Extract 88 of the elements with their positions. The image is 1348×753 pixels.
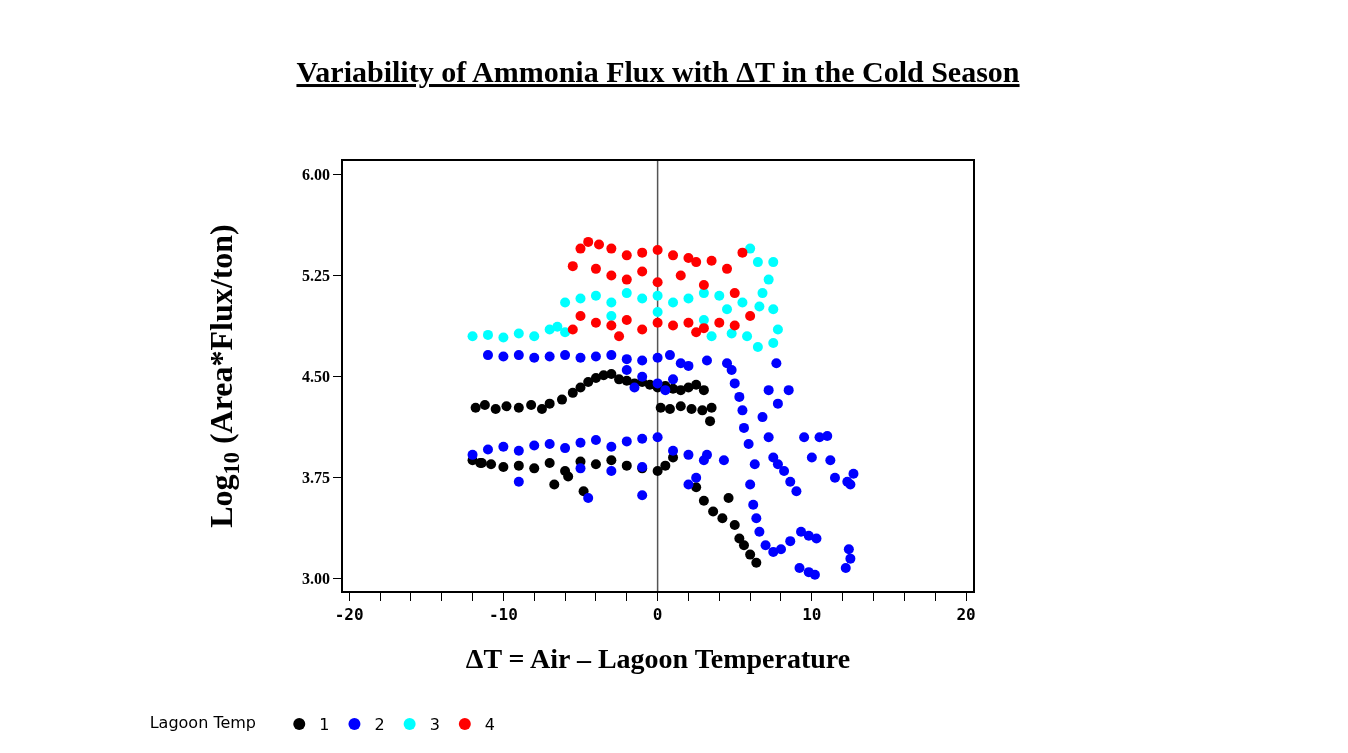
point: [590, 317, 601, 328]
y-tick-label: 3.75: [302, 469, 331, 487]
point: [467, 331, 478, 342]
point: [594, 239, 605, 250]
point: [637, 324, 648, 335]
point: [768, 337, 779, 348]
point: [583, 236, 594, 247]
point: [606, 311, 617, 322]
point: [652, 290, 663, 301]
point: [757, 288, 768, 299]
point: [737, 297, 748, 308]
point: [668, 250, 679, 261]
point: [714, 317, 725, 328]
point: [691, 257, 702, 268]
y-tick-label: 6.00: [302, 166, 331, 184]
x-tick-label: 10: [802, 604, 822, 624]
legend-title: Lagoon Temp: [149, 712, 272, 732]
point: [683, 317, 694, 328]
y-tick-label: 4.50: [302, 368, 331, 386]
legend-label: 4: [484, 715, 496, 735]
point: [745, 311, 756, 322]
x-tick-label: -20: [334, 604, 364, 624]
point: [706, 255, 717, 266]
point: [772, 324, 783, 335]
x-tick-label: 20: [956, 604, 976, 624]
point: [745, 243, 756, 254]
point: [560, 327, 571, 338]
point: [683, 253, 694, 264]
point: [722, 263, 733, 274]
x-axis-title: ΔT = Air – Lagoon Temperature: [465, 642, 851, 674]
point: [683, 293, 694, 304]
point: [742, 331, 753, 342]
x-tick-label: -10: [488, 604, 518, 624]
point: [590, 263, 601, 274]
point: [698, 323, 709, 334]
point: [768, 304, 779, 315]
point: [614, 331, 625, 342]
point: [621, 250, 632, 261]
point: [567, 324, 578, 335]
point: [575, 293, 586, 304]
point: [560, 297, 571, 308]
point: [737, 247, 748, 258]
legend-label: 3: [429, 715, 440, 735]
point: [726, 328, 737, 339]
point: [606, 243, 617, 254]
point: [668, 320, 679, 331]
point: [621, 288, 632, 299]
legend-label: 2: [374, 715, 385, 735]
point: [722, 304, 733, 315]
point: [575, 311, 586, 322]
point: [567, 261, 578, 272]
chart-title: Variability of Ammonia Flux with ΔT in the Cold Season: [296, 55, 1020, 89]
point: [621, 274, 632, 285]
point: [752, 257, 763, 268]
point: [675, 270, 686, 281]
point: [637, 247, 648, 258]
y-tick-label: 5.25: [302, 267, 331, 285]
point: [552, 321, 563, 332]
point: [668, 297, 679, 308]
point: [513, 328, 524, 339]
point: [652, 244, 663, 255]
point: [606, 270, 617, 281]
point: [768, 257, 779, 268]
legend-label: 1: [319, 715, 330, 735]
point: [754, 301, 765, 312]
point: [482, 329, 493, 340]
point: [763, 274, 774, 285]
y-tick-label: 3.00: [302, 570, 331, 588]
point: [498, 332, 509, 343]
point: [729, 288, 740, 299]
point: [590, 290, 601, 301]
point: [729, 320, 740, 331]
point: [652, 317, 663, 328]
point: [637, 293, 648, 304]
point: [698, 280, 709, 291]
point: [691, 327, 702, 338]
point: [575, 243, 586, 254]
x-tick-label: 0: [652, 604, 663, 624]
point: [606, 320, 617, 331]
point: [529, 331, 540, 342]
point: [752, 342, 763, 353]
point: [714, 290, 725, 301]
point: [652, 277, 663, 288]
point: [652, 306, 663, 317]
point: [706, 331, 717, 342]
point: [637, 266, 648, 277]
point: [606, 297, 617, 308]
point: [621, 315, 632, 326]
